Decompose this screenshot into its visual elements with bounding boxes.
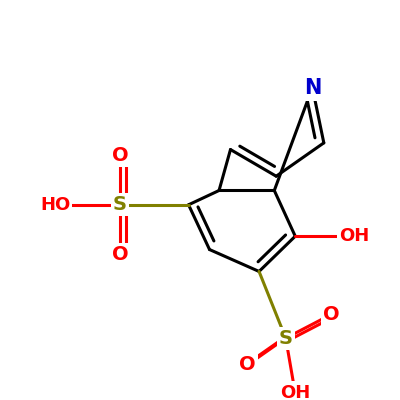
Text: OH: OH <box>280 384 310 400</box>
Text: O: O <box>112 245 128 264</box>
Text: N: N <box>304 78 321 98</box>
Text: OH: OH <box>339 227 370 245</box>
Text: O: O <box>323 305 340 324</box>
Text: S: S <box>279 329 293 348</box>
Text: S: S <box>113 195 127 214</box>
Text: O: O <box>112 146 128 165</box>
Text: O: O <box>239 355 256 374</box>
Text: HO: HO <box>40 196 70 214</box>
